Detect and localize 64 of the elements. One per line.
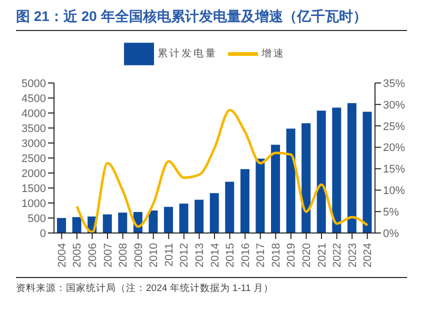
y-tick-label: 3000 — [22, 138, 46, 150]
y2-tick-label: 5% — [383, 206, 400, 218]
bar — [194, 200, 204, 233]
y2-tick-label: 10% — [383, 185, 406, 198]
bar — [118, 212, 128, 233]
x-tick-label: 2004 — [56, 243, 68, 268]
x-tick-label: 2017 — [255, 243, 268, 268]
x-tick-label: 2023 — [346, 243, 359, 268]
y-tick-label: 3500 — [22, 122, 46, 135]
bar — [210, 193, 219, 233]
y2-tick-label: 20% — [383, 142, 406, 154]
bar — [72, 217, 82, 233]
bar — [164, 206, 173, 233]
y-tick-label: 2000 — [22, 168, 46, 180]
chart-title: 图 21：近 20 年全国核电累计发电量及增速（亿千瓦时） — [16, 8, 407, 31]
y-tick-label: 1500 — [22, 182, 46, 195]
x-tick-label: 2019 — [286, 243, 298, 268]
y-tick-label: 5000 — [22, 78, 46, 90]
bar — [302, 123, 311, 233]
bar — [102, 214, 112, 233]
y2-tick-label: 35% — [383, 78, 406, 90]
x-tick-label: 2018 — [270, 243, 282, 268]
x-tick-label: 2011 — [163, 243, 176, 267]
y-tick-label: 2500 — [22, 152, 46, 165]
x-tick-label: 2021 — [316, 243, 328, 268]
x-tick-label: 2014 — [209, 243, 222, 268]
bar — [286, 128, 296, 233]
x-tick-label: 2009 — [132, 243, 145, 268]
y2-tick-label: 15% — [383, 164, 406, 176]
y-tick-label: 500 — [28, 212, 46, 225]
x-tick-label: 2016 — [240, 243, 252, 268]
bar — [256, 158, 265, 233]
text: 资料来源：国家统计局（注：2024 年统计数据为 1-11 月） — [16, 282, 274, 295]
bar — [271, 144, 280, 233]
y-tick-label: 4000 — [22, 108, 46, 120]
legend-label: 增速 — [262, 48, 286, 60]
y-tick-label: 1000 — [22, 198, 46, 210]
x-tick-label: 2013 — [194, 243, 206, 268]
x-tick-label: 2010 — [148, 243, 160, 268]
bar — [347, 103, 356, 233]
bar — [316, 110, 326, 233]
x-tick-label: 2006 — [87, 243, 100, 268]
y2-tick-label: 25% — [383, 120, 406, 133]
bar — [240, 169, 250, 233]
bar — [57, 218, 66, 233]
x-tick-label: 2007 — [102, 243, 114, 268]
legend-label: 累计发电量 — [158, 48, 218, 60]
y2-tick-label: 0% — [383, 228, 400, 240]
bar — [225, 182, 234, 233]
y-tick-label: 4500 — [22, 92, 46, 105]
x-tick-label: 2012 — [178, 243, 191, 268]
x-tick-label: 2020 — [301, 243, 314, 268]
x-tick-label: 2015 — [224, 243, 237, 268]
x-tick-label: 2008 — [118, 243, 130, 268]
x-tick-label: 2022 — [332, 243, 344, 268]
line-series — [76, 108, 369, 233]
x-tick-label: 2024 — [362, 243, 374, 268]
bar — [179, 204, 188, 233]
bar — [362, 112, 372, 233]
y-tick-label: 0 — [40, 228, 46, 240]
bar — [332, 108, 342, 233]
y2-tick-label: 30% — [383, 99, 406, 112]
x-tick-label: 2005 — [72, 243, 84, 268]
bar — [148, 210, 158, 233]
